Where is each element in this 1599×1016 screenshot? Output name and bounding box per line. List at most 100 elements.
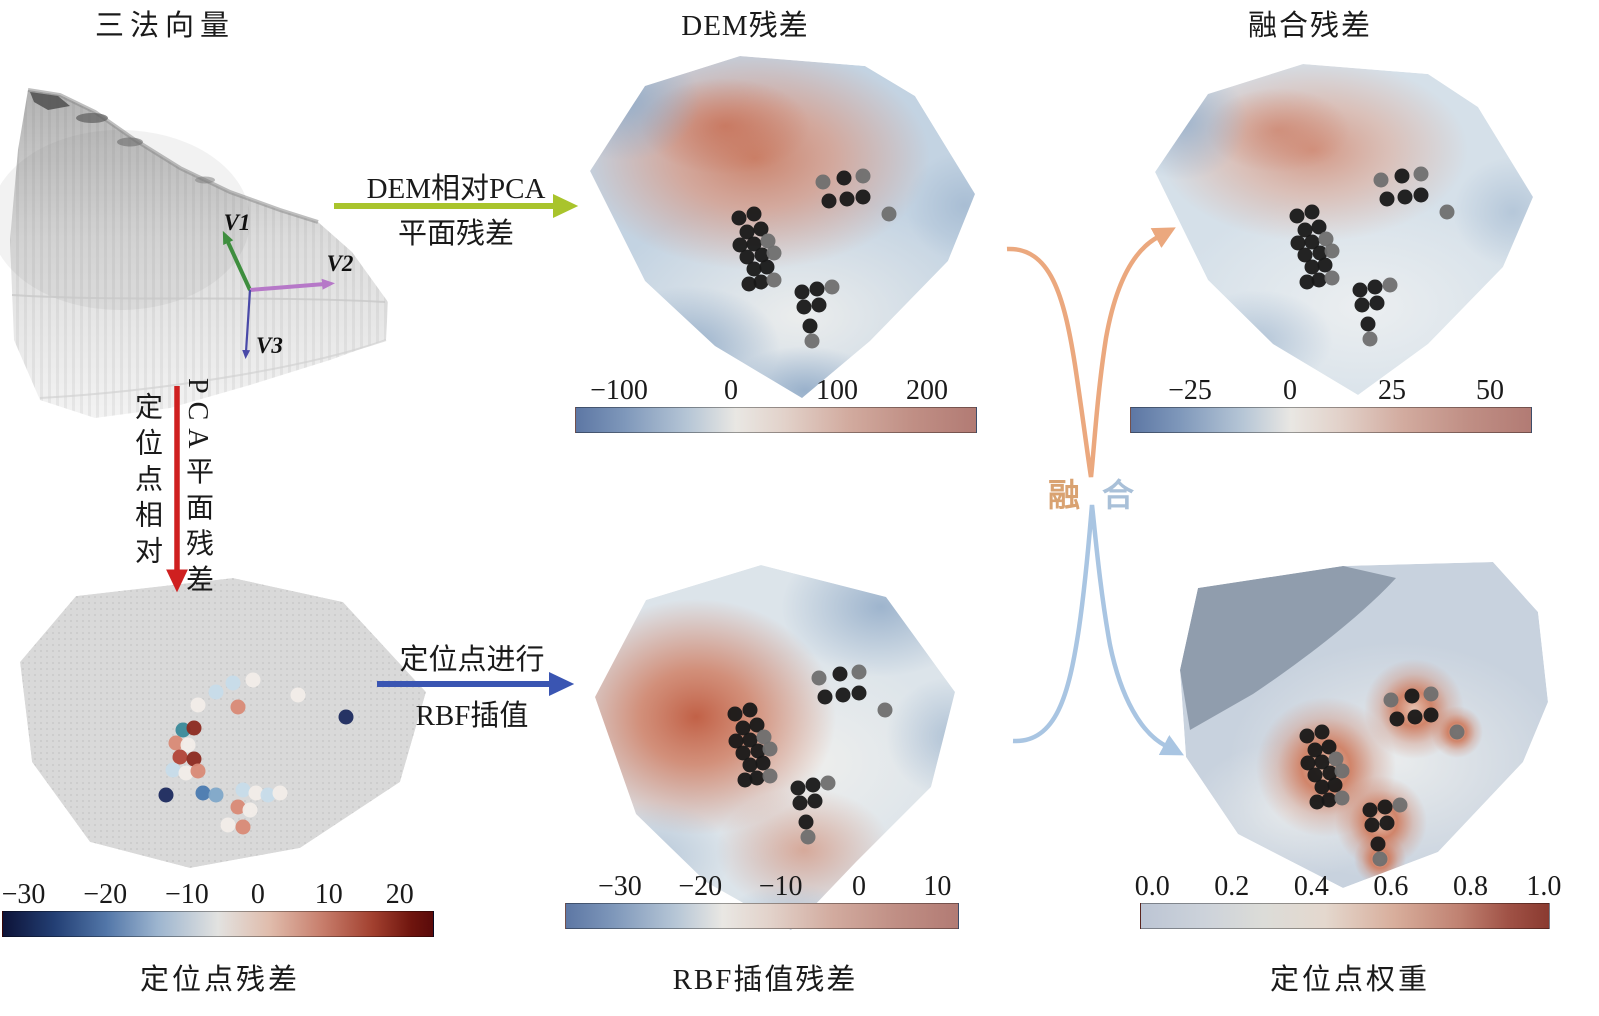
anchor-point [794, 284, 810, 300]
caption-anchor-residual: 定位点残差 [139, 964, 300, 996]
anchor-point [1367, 279, 1383, 295]
anchor-point [1370, 836, 1386, 852]
anchor-point [1321, 792, 1337, 808]
anchor-point [1413, 166, 1429, 182]
anchor-residual-points [158, 672, 354, 835]
anchor-point [746, 261, 762, 277]
anchor-plane-surface [20, 578, 426, 868]
anchor-residual-point [230, 799, 246, 815]
anchor-point [1297, 222, 1313, 238]
anchor-point [1369, 295, 1385, 311]
anchor-residual-point [230, 699, 246, 715]
anchor-point [1328, 751, 1344, 767]
anchor-point [1334, 790, 1350, 806]
rbf-residual-map [595, 565, 955, 930]
anchor-residual-point [272, 785, 288, 801]
colorbar-tick-label: −20 [678, 871, 723, 902]
vector-v3-label: V3 [256, 333, 283, 358]
anchor-residual-point [172, 749, 188, 765]
colorbar-tick-label: 20 [385, 879, 414, 910]
anchor-point [855, 168, 871, 184]
rbf-colorbar-ticks: −30 −20 −10 0 10 [565, 871, 957, 903]
anchor-point [798, 814, 814, 830]
anchor-point [750, 743, 766, 759]
colorbar-tick-label: −100 [590, 375, 648, 406]
rbf-colorbar [565, 903, 959, 929]
colorbar-tick-label: −10 [758, 871, 803, 902]
anchor-point [815, 174, 831, 190]
anchor-point [804, 333, 820, 349]
anchor-point [727, 706, 743, 722]
anchor-point [756, 729, 772, 745]
anchor-point [1362, 802, 1378, 818]
anchor-residual-point [190, 763, 206, 779]
anchor-residual-point [208, 787, 224, 803]
anchor-point [749, 717, 765, 733]
anchor-point [1360, 316, 1376, 332]
weight-heatmap-surface [1180, 562, 1548, 888]
anchor-point [1321, 739, 1337, 755]
anchor-point [1362, 331, 1378, 347]
anchor-pca-label-right: PCA平面残差 [182, 378, 213, 601]
weight-low-region [1180, 566, 1396, 730]
anchor-point [881, 206, 897, 222]
fusion-colorbar [1130, 407, 1532, 433]
anchor-residual-point [186, 720, 202, 736]
anchor-point [1379, 191, 1395, 207]
anchor-point [1311, 219, 1327, 235]
title-dem-residual: DEM残差 [681, 10, 809, 42]
colorbar-tick-label: 0.8 [1452, 871, 1488, 902]
anchor-point [766, 245, 782, 261]
anchor-residual-point [235, 782, 251, 798]
anchor-point [809, 281, 825, 297]
caption-anchor-weight: 定位点权重 [1269, 964, 1430, 996]
anchor-point [746, 236, 762, 252]
anchor-point [1318, 231, 1334, 247]
weight-colorbar-ticks: 0.0 0.2 0.4 0.6 0.8 1.0 [1135, 871, 1562, 903]
anchor-point [1299, 274, 1315, 290]
colorbar-tick-label: 50 [1476, 375, 1504, 406]
anchor-point [1382, 277, 1398, 293]
colorbar-tick-label: 0.4 [1293, 871, 1329, 902]
rbf-label-line2: RBF插值 [415, 700, 529, 732]
anchor-point [839, 191, 855, 207]
anchor-residual-point [248, 785, 264, 801]
anchor-point [1407, 709, 1423, 725]
anchor-residual-point [242, 802, 258, 818]
anchor-residual-point [180, 737, 196, 753]
title-normal-vectors: 三法向量 [94, 10, 235, 42]
anchor-point [796, 299, 812, 315]
anchor-point [1290, 235, 1306, 251]
fusion-colorbar-ticks: −25 0 25 50 [1130, 375, 1530, 407]
anchor-point [1314, 754, 1330, 770]
anchor-point [1439, 204, 1455, 220]
anchor-point [1372, 851, 1388, 867]
colorbar-tick-label: 0 [250, 879, 265, 910]
anchor-point [835, 687, 851, 703]
anchor-point [1304, 259, 1320, 275]
anchor-point [1304, 234, 1320, 250]
anchor-point [855, 189, 871, 205]
anchor-point [1311, 272, 1327, 288]
terrain-surface [0, 88, 388, 418]
anchor-point [851, 664, 867, 680]
fusion-anchor-points [1289, 166, 1455, 347]
fusion-label-left: 融 [1048, 477, 1081, 513]
anchor-point [742, 702, 758, 718]
colorbar-tick-label: 0.6 [1373, 871, 1409, 902]
anchor-residual-point [245, 672, 261, 688]
anchor-residual-point [208, 684, 224, 700]
dem-heatmap-surface [590, 56, 975, 398]
anchor-point [762, 741, 778, 757]
anchor-point [1307, 742, 1323, 758]
colorbar-tick-label: 0 [1283, 375, 1297, 406]
anchor-point [1354, 297, 1370, 313]
anchor-residual-point [195, 785, 211, 801]
rbf-label-line1: 定位点进行 [399, 644, 545, 676]
colorbar-tick-label: −25 [1168, 375, 1212, 406]
anchor-point [742, 757, 758, 773]
anchor-point [731, 210, 747, 226]
anchor-point [790, 780, 806, 796]
vector-v1-arrow [222, 230, 252, 291]
anchor-point [1383, 692, 1399, 708]
